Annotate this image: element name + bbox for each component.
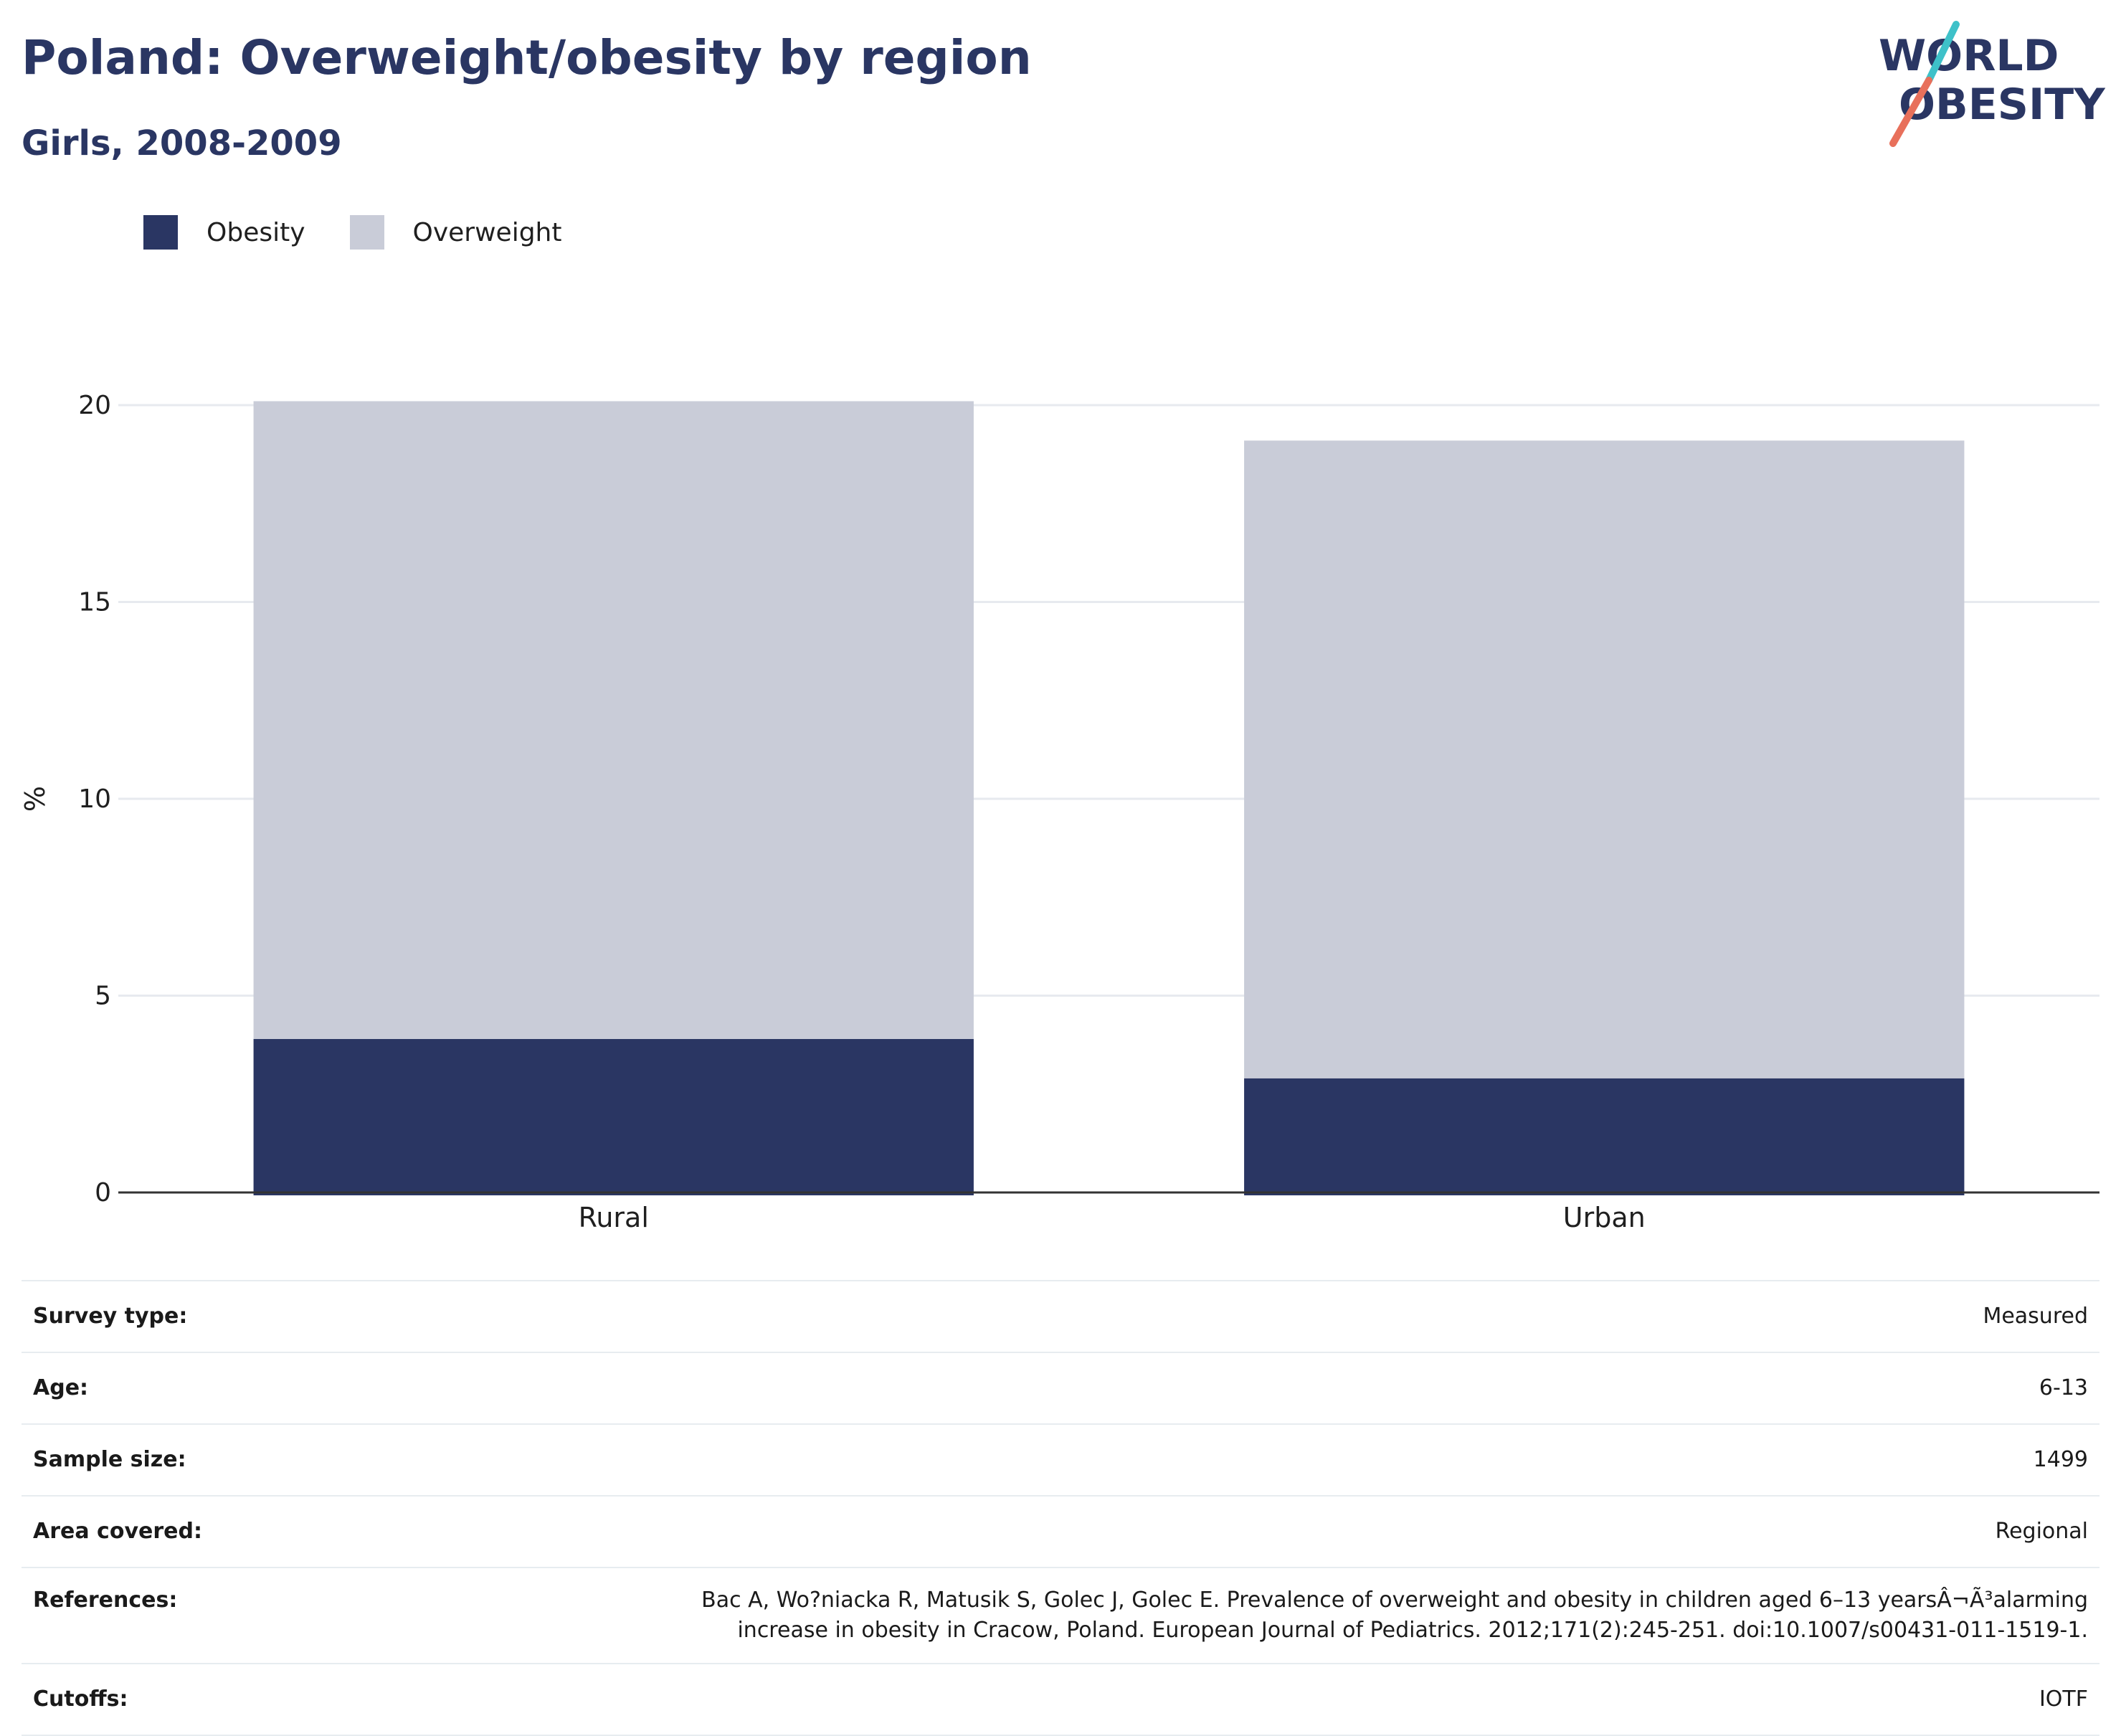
logo-slash-top	[1925, 21, 1960, 84]
chart-title: Poland: Overweight/obesity by region	[22, 30, 1032, 85]
bar-segment-obesity	[1244, 1078, 1965, 1195]
y-tick-label: 20	[78, 391, 111, 420]
info-key: Age:	[33, 1375, 89, 1400]
info-key: References:	[33, 1588, 178, 1613]
info-row-survey-type: Survey type: Measured	[22, 1281, 2099, 1352]
y-tick-label: 5	[95, 982, 111, 1011]
info-value: Bac A, Wo?niacka R, Matusik S, Golec J, …	[331, 1567, 2099, 1664]
x-tick-label: Urban	[1563, 1202, 1646, 1233]
legend-swatch-overweight	[349, 215, 384, 250]
reference-line: increase in obesity in Cracow, Poland. E…	[737, 1618, 2088, 1643]
y-tick-label: 0	[95, 1178, 111, 1208]
world-obesity-logo: WORLD OBESITY	[1879, 21, 2106, 147]
chart-legend: Obesity Overweight	[143, 214, 606, 251]
x-tick-label: Rural	[579, 1202, 649, 1233]
legend-item-overweight[interactable]: Overweight	[349, 215, 562, 250]
info-key: Cutoffs:	[33, 1687, 128, 1712]
y-tick-label: 10	[78, 784, 111, 814]
info-value: 1499	[2033, 1447, 2088, 1472]
info-row-cutoffs: Cutoffs: IOTF	[22, 1664, 2099, 1735]
chart-subtitle: Girls, 2008-2009	[22, 123, 342, 163]
stacked-bar-chart: 0 5 10 15 20% Rural Urban	[19, 391, 2099, 1233]
legend-swatch-obesity	[143, 215, 178, 250]
legend-label-overweight: Overweight	[412, 217, 562, 247]
info-row-area-covered: Area covered: Regional	[22, 1496, 2099, 1567]
bar-segment-overweight	[253, 401, 974, 1039]
legend-item-obesity[interactable]: Obesity	[143, 215, 305, 250]
info-key: Sample size:	[33, 1447, 186, 1472]
info-key: Area covered:	[33, 1519, 202, 1544]
info-row-sample-size: Sample size: 1499	[22, 1424, 2099, 1496]
info-value: Measured	[1983, 1304, 2088, 1329]
info-value: Regional	[1995, 1519, 2088, 1544]
info-value: 6-13	[2039, 1375, 2088, 1400]
y-axis-label: %	[19, 786, 51, 812]
y-tick-label: 15	[78, 588, 111, 617]
logo-text-world: WORLD	[1879, 31, 2059, 81]
logo-text-obesity: OBESITY	[1899, 80, 2106, 130]
survey-info-table: Survey type: Measured Age: 6-13 Sample s…	[22, 1280, 2099, 1736]
info-key: Survey type:	[33, 1304, 188, 1329]
legend-label-obesity: Obesity	[207, 217, 305, 247]
bar-segment-obesity	[253, 1038, 974, 1195]
bar-segment-overweight	[1244, 440, 1965, 1078]
info-row-age: Age: 6-13	[22, 1352, 2099, 1424]
reference-line: Bac A, Wo?niacka R, Matusik S, Golec J, …	[701, 1588, 2088, 1613]
logo-slash-bottom	[1889, 77, 1932, 147]
info-row-references: References: Bac A, Wo?niacka R, Matusik …	[22, 1567, 2099, 1664]
info-value: IOTF	[2039, 1687, 2088, 1712]
